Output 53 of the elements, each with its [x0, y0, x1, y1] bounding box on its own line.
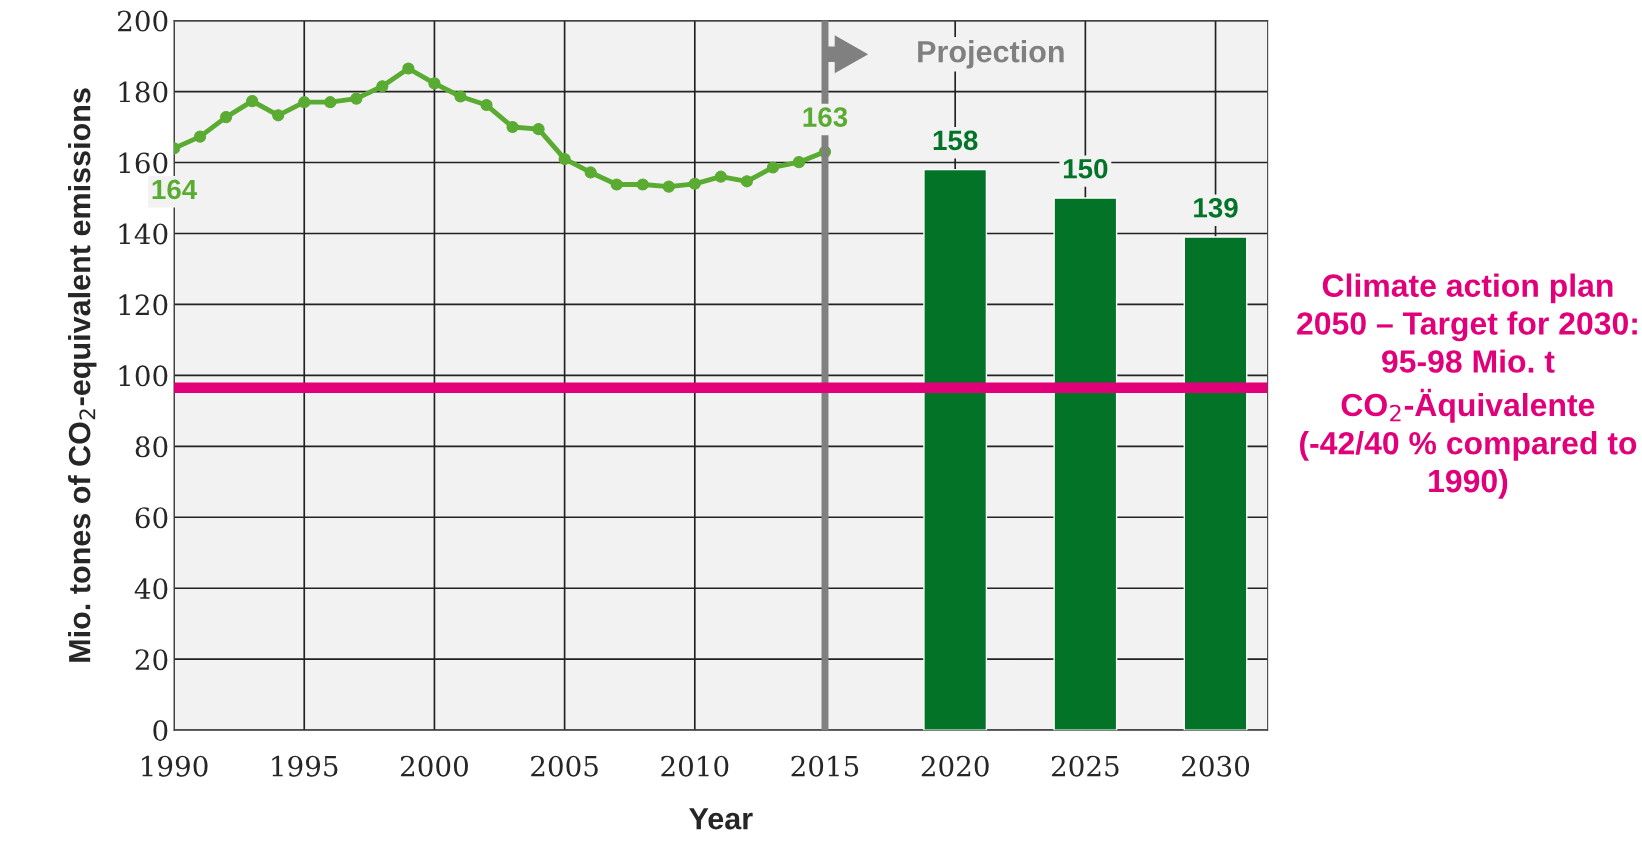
point [740, 175, 753, 188]
point [402, 62, 415, 75]
point [532, 123, 545, 136]
point [506, 120, 519, 134]
x-tick-label: 1990 [142, 755, 208, 777]
point [246, 95, 259, 108]
y-tick-label: 40 [134, 578, 168, 600]
y-tick-label: 100 [119, 365, 168, 387]
point [584, 166, 597, 179]
ref-line-label: Projection [918, 40, 1064, 69]
data-label: 163 [803, 107, 848, 127]
point [428, 77, 441, 90]
y-tick-label: 140 [119, 223, 168, 245]
x-tick-label: 2005 [531, 755, 598, 777]
y-tick-label: 80 [135, 436, 168, 458]
x-tick-label: 2010 [661, 755, 729, 777]
point [610, 178, 623, 191]
point [350, 92, 363, 105]
point [558, 152, 571, 166]
x-tick-label: 2015 [791, 755, 859, 777]
data-label: 150 [1063, 158, 1108, 179]
y-tick-label: 0 [153, 720, 168, 742]
point [792, 156, 806, 169]
y-tick-label: 160 [119, 152, 168, 174]
data-label: 139 [1194, 197, 1238, 218]
point [480, 98, 493, 112]
point [324, 96, 337, 109]
y-tick-label: 200 [118, 10, 168, 32]
point [636, 178, 649, 191]
point [220, 111, 233, 124]
point [662, 180, 675, 193]
point [688, 177, 701, 190]
point [298, 96, 311, 109]
point [454, 90, 467, 103]
point [766, 161, 779, 174]
y-tick-label: 20 [135, 649, 168, 671]
x-tick-label: 2020 [921, 755, 989, 777]
point [194, 130, 207, 143]
data-label: 164 [152, 179, 198, 200]
x-axis-title: Year [689, 808, 753, 830]
data-label: 158 [933, 130, 978, 151]
y-axis-title: Mio. tones of CO$_{2}$-equivalent emissions [68, 88, 97, 662]
x-tick-label: 2030 [1182, 755, 1250, 777]
y-tick-label: 60 [135, 507, 168, 529]
band-label: Climate action plan 2050 – Target for 2030: 95-98 Mio. t CO$_{2}$-Äquivalente (-42/40 % compared to 1990) [1297, 273, 1637, 499]
x-tick-label: 2025 [1051, 755, 1119, 777]
y-tick-label: 120 [119, 294, 168, 316]
point [272, 109, 285, 122]
point [376, 80, 389, 93]
point [714, 170, 727, 183]
x-tick-label: 1995 [272, 755, 338, 777]
y-tick-label: 180 [119, 81, 168, 103]
x-tick-label: 2000 [400, 755, 468, 777]
